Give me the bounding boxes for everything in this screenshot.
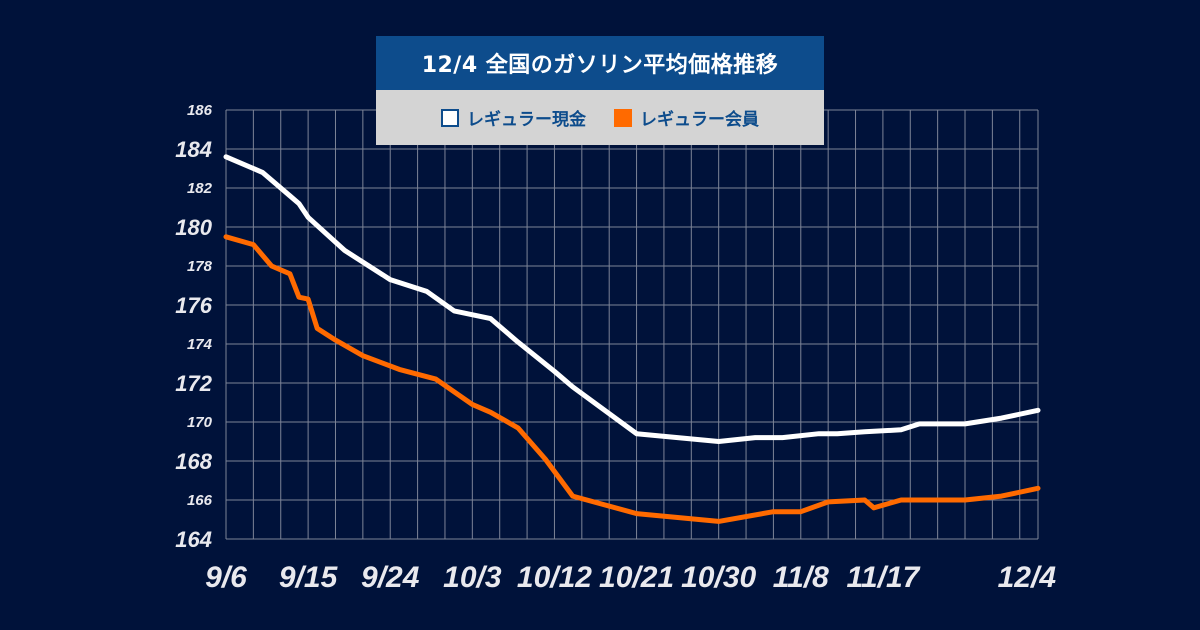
y-tick-label: 164: [175, 527, 212, 552]
y-tick-label: 168: [175, 449, 212, 474]
y-tick-label: 186: [187, 102, 213, 119]
series-line-member: [223, 234, 1041, 524]
y-tick-label: 176: [175, 293, 212, 318]
legend-swatch-orange: [614, 108, 632, 127]
y-tick-label: 174: [187, 336, 213, 353]
x-tick-label: 10/30: [681, 561, 756, 594]
y-tick-label: 172: [175, 371, 212, 396]
x-tick-label: 9/15: [279, 561, 339, 594]
x-tick-label: 11/17: [846, 561, 920, 594]
y-tick-label: 178: [187, 258, 213, 275]
y-tick-label: 180: [175, 215, 212, 240]
x-axis-tick-labels: 9/6 9/15 9/24 10/3 10/12 10/21 10/30 11/8 11/17 1…: [205, 561, 1056, 594]
legend-label-member: レギュラー会員: [640, 110, 759, 130]
legend-label-cash: レギュラー現金: [467, 110, 586, 130]
chart-title: 12/4 全国のガソリン平均価格推移: [376, 36, 824, 90]
legend-swatch-white: [441, 108, 459, 127]
y-tick-label: 170: [187, 414, 213, 431]
x-tick-label: 10/21: [599, 561, 674, 594]
chart-grid: [225, 109, 1039, 540]
x-tick-label: 11/8: [773, 561, 829, 594]
series-line-cash: [223, 154, 1041, 444]
x-tick-label: 9/24: [361, 561, 420, 594]
x-tick-label: 9/6: [205, 561, 247, 594]
legend-item-cash: レギュラー現金: [441, 105, 586, 130]
chart-series: [223, 154, 1041, 524]
y-tick-label: 182: [187, 180, 213, 197]
x-tick-label: 12/4: [998, 561, 1057, 594]
y-axis-tick-labels: 164 166 168 170 172 174 176 178 180 182 184 186: [175, 102, 212, 552]
chart-legend: レギュラー現金 レギュラー会員: [376, 90, 824, 145]
legend-item-member: レギュラー会員: [614, 105, 759, 130]
y-tick-label: 184: [175, 137, 212, 162]
x-tick-label: 10/3: [443, 561, 502, 594]
y-tick-label: 166: [187, 492, 213, 509]
x-tick-label: 10/12: [517, 561, 592, 594]
